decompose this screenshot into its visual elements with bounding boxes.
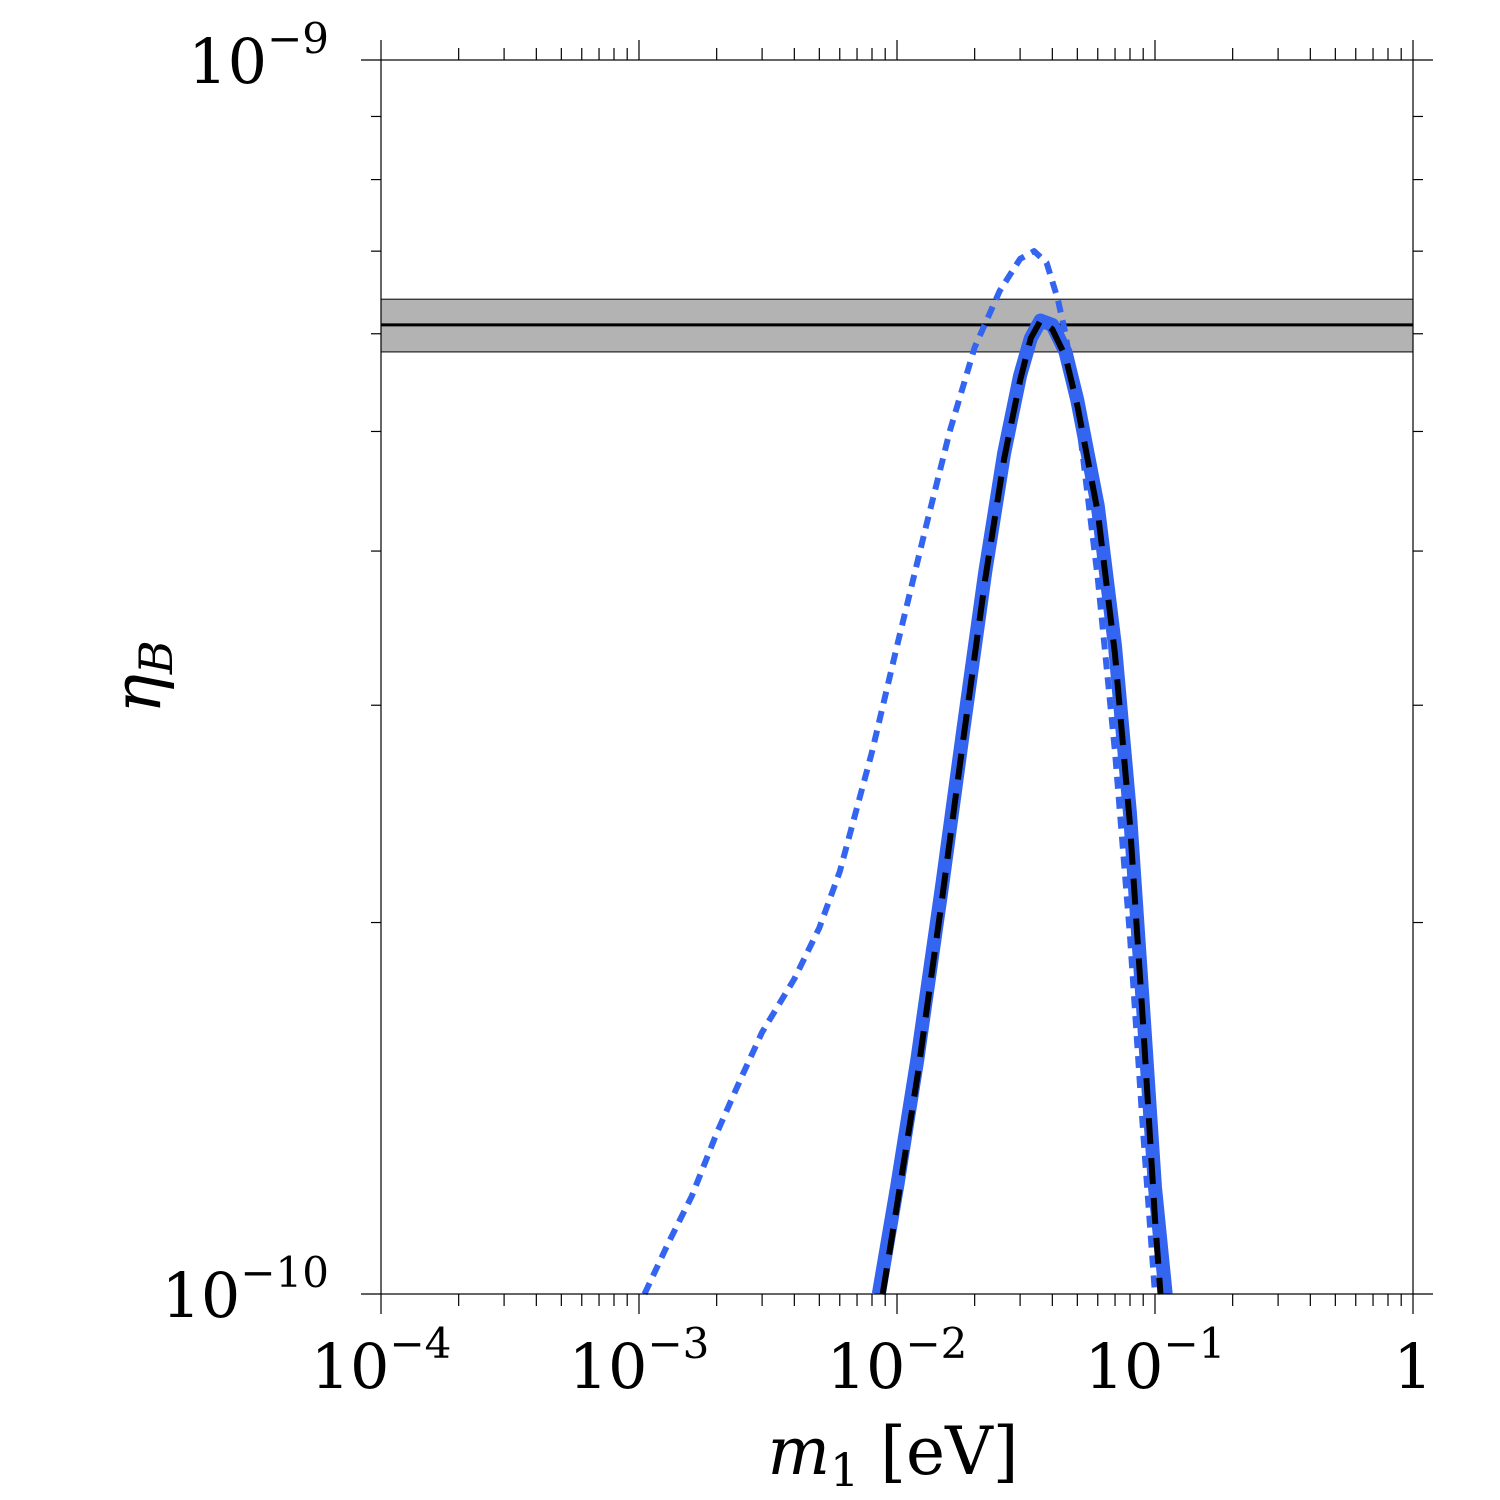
series-layer [641,248,1173,1296]
series-dashed-line [879,317,1164,1295]
x-axis-label: m1 [eV] [767,1413,1018,1497]
observed-band-layer [380,298,1414,353]
x-tick-label: 10−4 [311,1319,452,1403]
x-tick-label: 10−1 [1085,1319,1226,1403]
series-dotted-line [641,248,1158,1296]
y-tick-label: 10−9 [188,14,329,98]
x-tick-label: 1 [1393,1330,1432,1403]
tick-marks [361,40,1433,1314]
y-axis-label: ηB [99,640,183,713]
y-tick-label: 10−10 [161,1248,329,1332]
x-tick-label: 10−3 [569,1319,710,1403]
x-tick-label: 10−2 [827,1319,968,1403]
tick-labels: 10−4 10−3 10−2 10−1 1 10−10 10−9 [161,14,1432,1403]
